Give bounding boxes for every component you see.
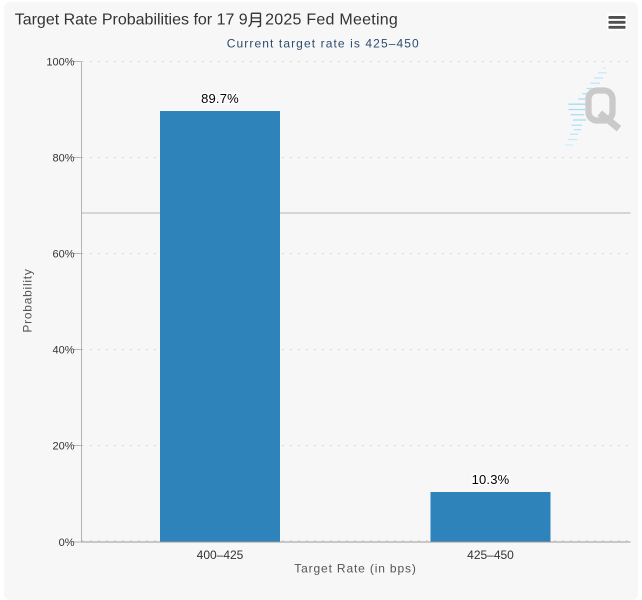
svg-text:10.3%: 10.3% (472, 472, 510, 487)
svg-text:20%: 20% (52, 441, 74, 453)
svg-text:400–425: 400–425 (197, 548, 244, 562)
svg-text:2025 Fed Meeting: 2025 Fed Meeting (265, 11, 398, 28)
svg-text:89.7%: 89.7% (201, 91, 239, 106)
svg-text:100%: 100% (46, 57, 74, 69)
svg-text:Target Rate (in bps): Target Rate (in bps) (294, 562, 416, 576)
svg-text:Target Rate Probabilities for: Target Rate Probabilities for 17 9 (15, 11, 248, 28)
svg-text:0%: 0% (59, 537, 75, 549)
svg-text:Probability: Probability (21, 268, 35, 332)
svg-text:40%: 40% (52, 345, 74, 357)
svg-text:60%: 60% (52, 249, 74, 261)
svg-text:Current target rate is 425–450: Current target rate is 425–450 (227, 37, 420, 51)
svg-text:425–450: 425–450 (467, 548, 514, 562)
svg-text:80%: 80% (52, 153, 74, 165)
